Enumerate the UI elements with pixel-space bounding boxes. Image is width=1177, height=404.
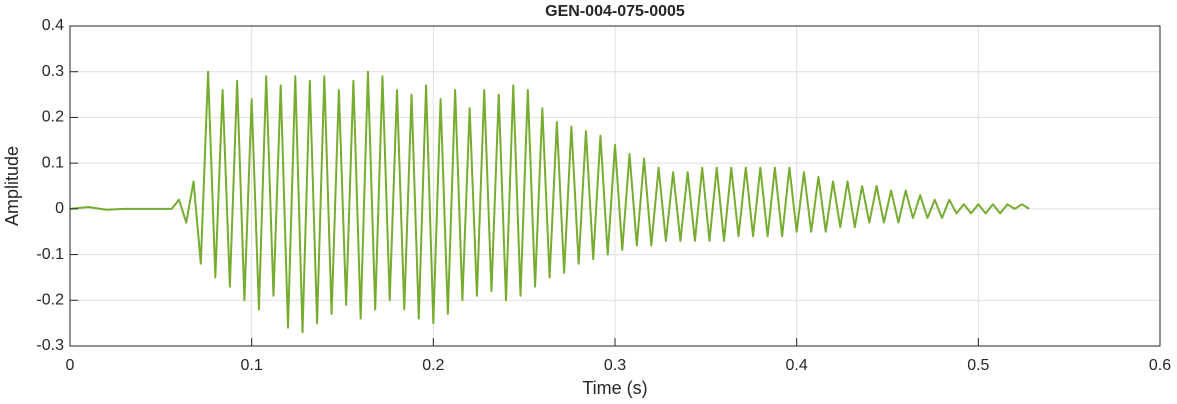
y-tick-label: 0.2 <box>42 109 64 126</box>
x-axis-label: Time (s) <box>582 378 647 398</box>
chart-title: GEN-004-075-0005 <box>545 3 685 20</box>
x-tick-label: 0 <box>66 357 75 374</box>
y-tick-label: -0.3 <box>36 337 64 354</box>
x-tick-label: 0.3 <box>604 357 626 374</box>
waveform-line <box>69 70 1030 334</box>
y-tick-label: 0 <box>55 200 64 217</box>
y-tick-label: -0.1 <box>36 246 64 263</box>
y-tick-label: 0.1 <box>42 154 64 171</box>
x-tick-label: 0.4 <box>786 357 808 374</box>
y-axis-label: Amplitude <box>2 146 22 226</box>
ticks: 0 0.1 0.2 0.3 0.4 0.5 0.6 -0.3 -0.2 -0.1 0 0.1 0.2 0.… <box>36 17 1171 374</box>
y-tick-label: 0.3 <box>42 63 64 80</box>
x-tick-label: 0.5 <box>967 357 989 374</box>
plot <box>69 70 1030 334</box>
x-tick-label: 0.6 <box>1149 357 1171 374</box>
x-tick-label: 0.1 <box>241 357 263 374</box>
y-tick-label: 0.4 <box>42 17 64 34</box>
x-tick-label: 0.2 <box>422 357 444 374</box>
y-tick-label: -0.2 <box>36 292 64 309</box>
